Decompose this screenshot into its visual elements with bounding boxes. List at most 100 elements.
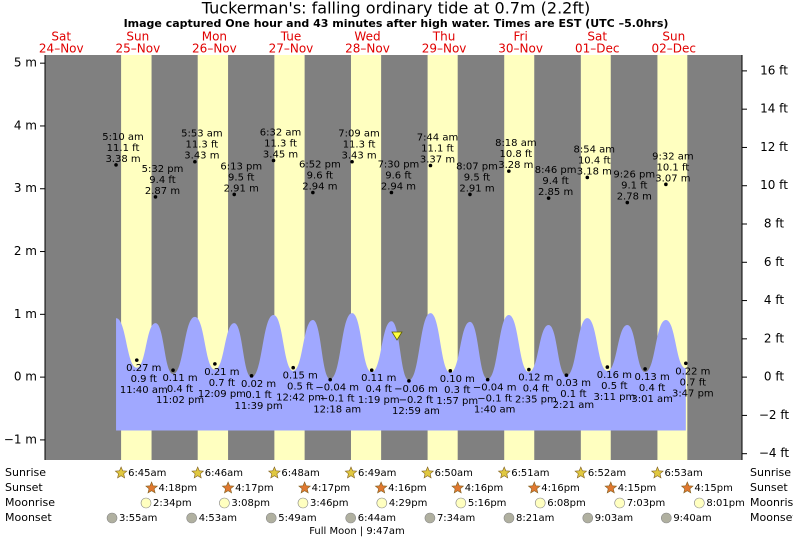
tide-m: 0.16 m bbox=[597, 370, 632, 381]
sunset-icon bbox=[374, 481, 388, 494]
day-name: Sun bbox=[662, 30, 685, 44]
tide-ft: 10.8 ft bbox=[499, 149, 532, 160]
moonrise-time: 8:01pm bbox=[706, 498, 745, 509]
sunrise-time: 6:46am bbox=[205, 468, 243, 479]
astro-row-label: Sunrise bbox=[5, 466, 46, 479]
moon-phase-note: Full Moon | 9:47am bbox=[309, 526, 405, 537]
sunrise-icon bbox=[650, 466, 664, 479]
tide-time: 8:54 am bbox=[574, 144, 616, 155]
tide-point bbox=[350, 159, 354, 164]
tide-point bbox=[625, 200, 630, 205]
moonrise-icon bbox=[297, 497, 309, 509]
tide-m: −0.04 m bbox=[473, 383, 517, 394]
tide-m: 0.02 m bbox=[241, 379, 276, 390]
y2-tick-label: 8 ft bbox=[764, 217, 784, 231]
sunset-icon bbox=[298, 481, 312, 494]
y2-tick-label: 10 ft bbox=[760, 178, 788, 192]
tide-ft: −0.1 ft bbox=[320, 394, 355, 405]
sunrise-time: 6:52am bbox=[588, 468, 626, 479]
sunrise-icon bbox=[574, 466, 588, 479]
moonset-time: 6:44am bbox=[358, 513, 396, 524]
tide-m: 2.94 m bbox=[302, 182, 337, 193]
day-date: 01–Dec bbox=[575, 42, 620, 56]
y2-tick-label: −4 ft bbox=[759, 446, 790, 460]
tide-time: 2:35 pm bbox=[515, 395, 557, 406]
sunrise-icon bbox=[267, 466, 281, 479]
day-name: Mon bbox=[202, 30, 227, 44]
tide-m: 2.87 m bbox=[145, 186, 180, 197]
sunrise-icon bbox=[344, 466, 358, 479]
day-name: Thu bbox=[432, 30, 456, 44]
astro-row-label: Moonset bbox=[5, 511, 52, 524]
tide-m: 0.15 m bbox=[283, 371, 318, 382]
moonset-icon bbox=[503, 512, 515, 524]
tide-time: 12:09 pm bbox=[198, 389, 246, 400]
moonrise-time: 7:03pm bbox=[627, 498, 666, 509]
tide-time: 11:39 pm bbox=[235, 401, 283, 412]
tide-ft: 9.5 ft bbox=[228, 172, 254, 183]
moonrise-icon bbox=[219, 497, 230, 509]
tide-ft: 10.1 ft bbox=[657, 162, 690, 173]
day-date: 26–Nov bbox=[192, 42, 237, 56]
tide-time: 6:32 am bbox=[260, 127, 302, 138]
tide-ft: 10.4 ft bbox=[578, 155, 611, 166]
tide-time: 5:32 pm bbox=[142, 164, 184, 175]
sunrise-time: 6:49am bbox=[358, 468, 396, 479]
tide-point bbox=[328, 377, 332, 382]
tide-ft: 9.4 ft bbox=[542, 176, 568, 187]
tide-ft: 0.4 ft bbox=[639, 383, 665, 394]
moonrise-icon bbox=[694, 497, 705, 509]
moonrise-time: 6:08pm bbox=[547, 498, 586, 509]
y2-tick-label: 4 ft bbox=[764, 293, 784, 307]
sunrise-time: 6:50am bbox=[435, 468, 473, 479]
y2-tick-label: 6 ft bbox=[764, 255, 784, 269]
tide-point bbox=[134, 358, 139, 362]
y2-tick-label: 16 ft bbox=[760, 63, 788, 77]
moonrise-icon bbox=[140, 497, 152, 509]
sunset-icon bbox=[145, 481, 159, 494]
tide-ft: 0.4 ft bbox=[167, 384, 193, 395]
tide-ft: −0.1 ft bbox=[477, 394, 512, 405]
tide-point bbox=[605, 365, 610, 369]
tide-time: 5:10 am bbox=[102, 132, 144, 143]
moonrise-time: 3:46pm bbox=[310, 498, 349, 509]
sunset-icon bbox=[221, 481, 235, 494]
tide-point bbox=[213, 362, 217, 366]
tide-m: 0.10 m bbox=[440, 374, 475, 385]
moonset-time: 9:03am bbox=[595, 513, 633, 524]
tide-ft: 0.3 ft bbox=[444, 385, 470, 396]
tide-point bbox=[311, 190, 315, 195]
day-name: Sat bbox=[587, 30, 607, 44]
tide-time: 9:26 pm bbox=[613, 170, 655, 181]
tide-m: 2.91 m bbox=[224, 183, 259, 194]
moonset-time: 4:53am bbox=[199, 513, 237, 524]
day-date: 29–Nov bbox=[422, 42, 467, 56]
day-date: 27–Nov bbox=[269, 42, 314, 56]
tide-point bbox=[448, 369, 453, 373]
tide-time: 1:19 pm bbox=[358, 395, 400, 406]
day-date: 30–Nov bbox=[498, 42, 543, 56]
tide-ft: 9.6 ft bbox=[307, 171, 333, 182]
sunrise-icon bbox=[191, 466, 205, 479]
tide-m: 0.13 m bbox=[635, 372, 670, 383]
sunset-icon bbox=[680, 481, 694, 494]
tide-time: 8:46 pm bbox=[535, 165, 577, 176]
astro-row-label: Sunrise bbox=[750, 466, 791, 479]
tide-point bbox=[643, 367, 647, 371]
tide-m: 0.03 m bbox=[556, 378, 591, 389]
y2-tick-label: 14 ft bbox=[760, 102, 788, 116]
moonrise-time: 4:29pm bbox=[389, 498, 428, 509]
tide-time: 5:53 am bbox=[181, 129, 223, 140]
tide-point bbox=[527, 367, 531, 372]
tide-m: 3.45 m bbox=[263, 149, 298, 160]
sunrise-icon bbox=[114, 466, 128, 479]
astro-row-label: Moonset bbox=[750, 511, 793, 524]
chart-title: Tuckerman's: falling ordinary tide at 0.… bbox=[201, 0, 590, 18]
day-date: 25–Nov bbox=[115, 42, 160, 56]
tide-point bbox=[664, 182, 668, 187]
tide-time: 2:21 am bbox=[553, 400, 595, 411]
moonset-icon bbox=[265, 512, 277, 524]
moonrise-icon bbox=[534, 497, 546, 509]
tide-time: 6:52 pm bbox=[299, 160, 341, 171]
astro-row-label: Moonrise bbox=[5, 496, 55, 509]
